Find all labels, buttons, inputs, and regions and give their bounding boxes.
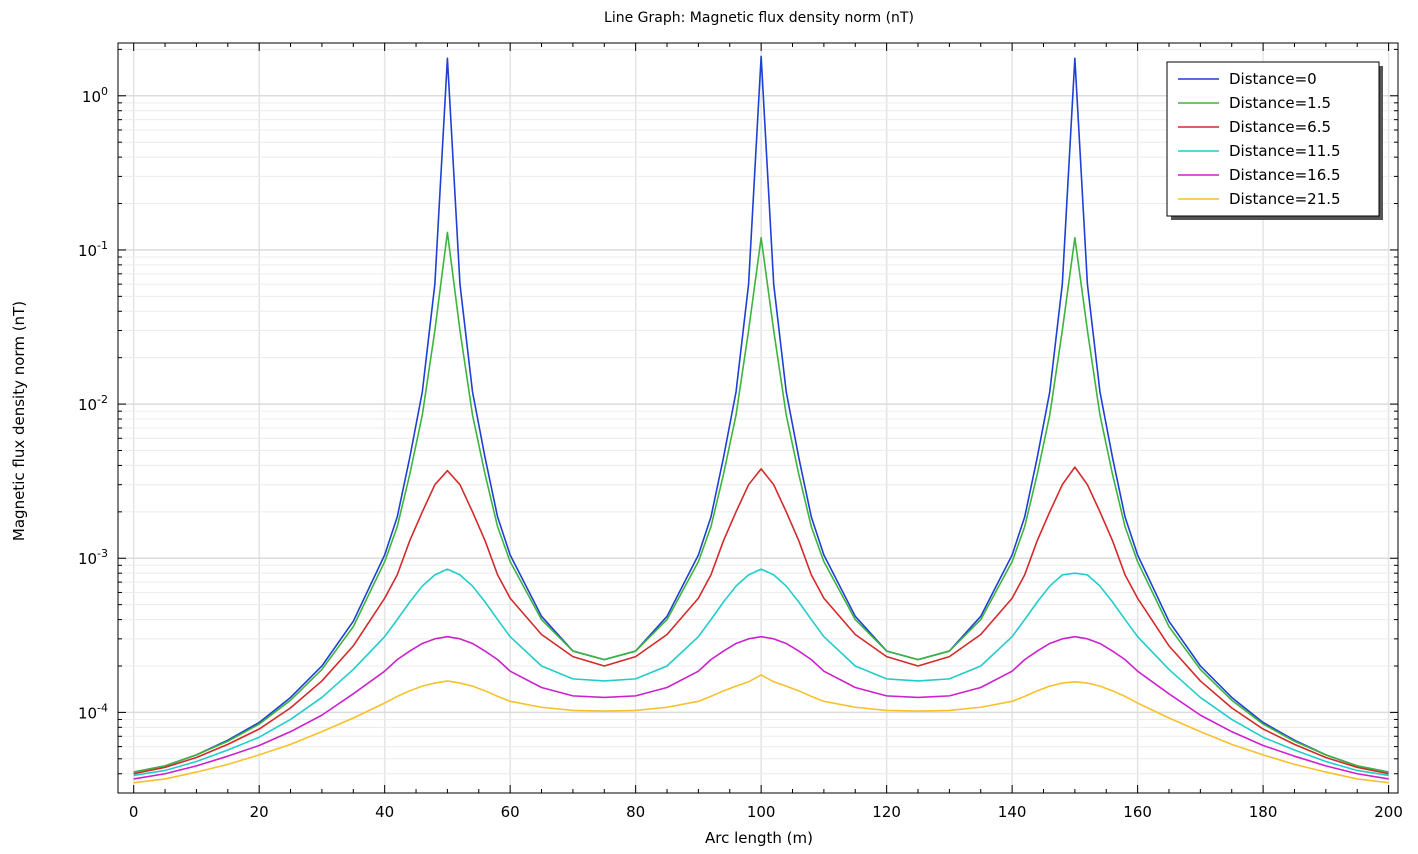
series-line-distance-21-5 (133, 674, 1389, 784)
series-line-distance-6-5 (133, 466, 1389, 775)
x-tick-label: 200 (1374, 803, 1403, 821)
y-tick-label: 10-2 (78, 393, 108, 414)
legend-label: Distance=11.5 (1229, 142, 1341, 160)
x-tick-label: 180 (1249, 803, 1278, 821)
legend-label: Distance=0 (1229, 70, 1317, 88)
series-line-distance-11-5 (133, 568, 1389, 777)
axes: 0 20 40 60 80 100 120 140 160 180 200 10-4 10-3 10-2 1… (78, 42, 1403, 821)
legend-label: Distance=16.5 (1229, 166, 1341, 184)
legend-box (1166, 61, 1380, 217)
y-axis-label: Magnetic flux density norm (nT) (10, 301, 28, 541)
x-tick-label: 40 (375, 803, 394, 821)
x-tick-label: 60 (501, 803, 520, 821)
x-tick-label: 120 (872, 803, 901, 821)
chart-title: Line Graph: Magnetic flux density norm (… (604, 10, 914, 26)
plot-frame (117, 42, 1399, 794)
x-tick-label: 80 (626, 803, 645, 821)
x-axis-label: Arc length (m) (705, 829, 813, 847)
y-tick-label: 10-4 (78, 701, 108, 722)
legend: Distance=0 Distance=1.5 Distance=6.5 Distan… (1166, 61, 1383, 220)
x-tick-label: 160 (1123, 803, 1152, 821)
legend-label: Distance=21.5 (1229, 190, 1341, 208)
series-line-distance-16-5 (133, 635, 1389, 780)
y-tick-label: 100 (82, 85, 108, 106)
x-tick-label: 0 (129, 803, 139, 821)
x-tick-label: 20 (250, 803, 269, 821)
grid-lines (118, 43, 1398, 794)
legend-label: Distance=6.5 (1229, 118, 1331, 136)
series-lines (133, 55, 1389, 784)
x-tick-label: 100 (747, 803, 776, 821)
y-tick-label: 10-3 (78, 547, 108, 568)
y-tick-label: 10-1 (78, 239, 108, 260)
series-line-distance-1-5 (133, 231, 1389, 773)
x-tick-label: 140 (998, 803, 1027, 821)
legend-label: Distance=1.5 (1229, 94, 1331, 112)
series-line-distance-0 (133, 55, 1389, 773)
